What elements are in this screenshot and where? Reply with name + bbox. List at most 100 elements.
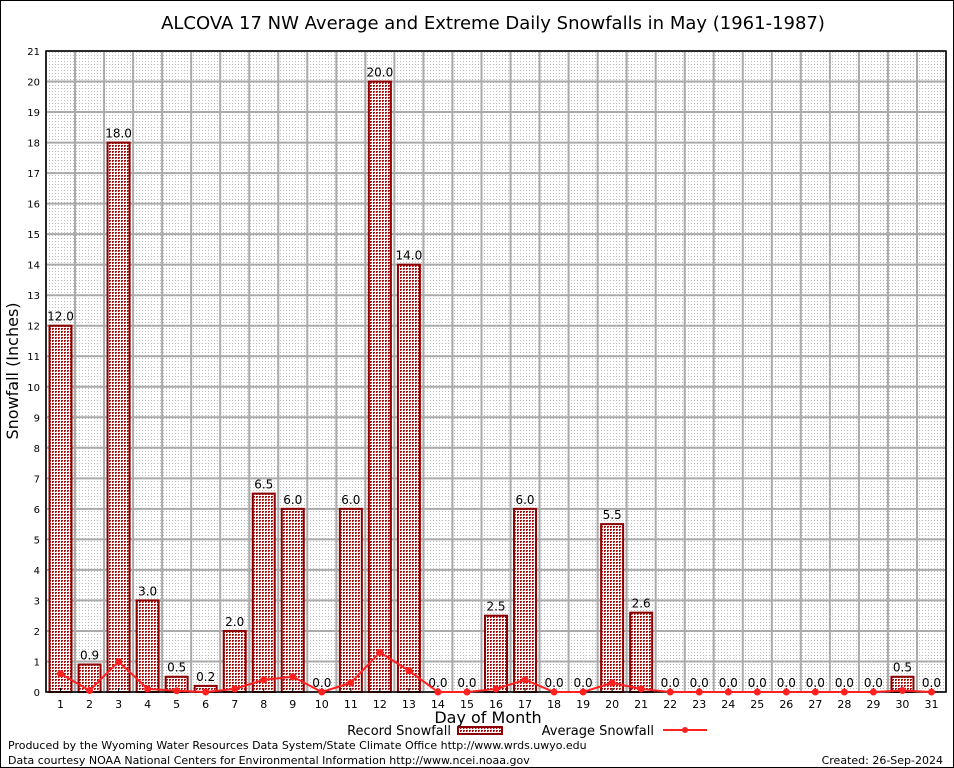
bar-value-label: 2.0 [225,615,244,629]
x-tick-label: 31 [924,698,938,711]
bar-value-label: 3.0 [138,584,157,598]
bar-value-label: 0.0 [574,676,593,690]
bar-value-label: 14.0 [396,249,423,263]
record-bar [222,629,247,694]
x-tick-label: 3 [115,698,122,711]
y-tick-label: 14 [27,261,40,272]
average-point [173,687,181,695]
x-tick-label: 15 [460,698,474,711]
footer-data-source: Data courtesy NOAA National Centers for … [8,754,530,767]
average-point [695,688,703,696]
legend-average-label: Average Snowfall [542,724,654,739]
average-point [869,688,877,696]
y-tick-label: 6 [34,505,40,516]
average-point [463,688,471,696]
x-tick-label: 20 [605,698,619,711]
average-point [405,667,413,675]
record-bar [484,614,508,694]
average-point [347,679,355,687]
bar-value-label: 0.0 [864,676,883,690]
average-point [231,685,239,693]
record-bar [629,611,654,694]
y-tick-label: 7 [34,474,40,485]
average-point [637,685,645,693]
bar-value-label: 0.0 [428,676,447,690]
record-bar [135,599,160,694]
bar-value-label: 6.0 [283,493,302,507]
x-tick-label: 6 [202,698,209,711]
y-tick-label: 11 [27,352,40,363]
average-point [666,688,674,696]
average-point [579,688,587,696]
average-point [318,688,326,696]
average-point [289,673,297,681]
record-bar [396,263,421,693]
legend: Record Snowfall Average Snowfall [347,724,707,739]
bar-value-label: 0.0 [661,676,680,690]
x-tick-label: 2 [86,698,93,711]
footer-producer: Produced by the Wyoming Water Resources … [8,739,587,752]
x-tick-label: 16 [489,698,503,711]
y-tick-label: 20 [27,78,40,89]
x-tick-label: 12 [373,698,387,711]
bar-value-label: 0.5 [167,661,186,675]
x-tick-label: 1 [57,698,64,711]
y-tick-label: 4 [34,566,40,577]
bar-value-label: 6.5 [254,478,273,492]
footer-created: Created: 26-Sep-2024 [821,754,943,767]
x-tick-label: 13 [402,698,416,711]
bar-value-label: 0.0 [690,676,709,690]
bar-value-label: 0.0 [922,676,941,690]
x-tick-label: 21 [634,698,648,711]
x-tick-label: 27 [808,698,822,711]
x-tick-label: 10 [315,698,329,711]
average-point [521,676,529,684]
record-bar [48,324,73,693]
y-tick-label: 12 [27,322,40,333]
bar-value-label: 0.0 [719,676,738,690]
average-point [86,686,94,694]
record-bar [280,507,305,693]
x-tick-label: 5 [173,698,180,711]
record-bar [367,80,392,694]
x-tick-label: 9 [289,698,296,711]
legend-record-swatch [457,726,503,735]
bar-value-label: 0.0 [457,676,476,690]
y-axis-label: Snowfall (Inches) [3,302,22,439]
x-tick-label: 8 [260,698,267,711]
x-tick-label: 4 [144,698,151,711]
y-tick-label: 21 [27,47,40,58]
average-point [550,688,558,696]
record-bar [338,507,363,693]
bar-value-label: 0.0 [312,676,331,690]
average-point [202,688,210,696]
average-point [57,670,65,678]
bar-value-label: 2.5 [486,600,505,614]
average-point [840,688,848,696]
bar-value-label: 2.6 [632,597,651,611]
bar-value-label: 0.0 [748,676,767,690]
x-tick-label: 7 [231,698,238,711]
record-bar [106,141,131,694]
record-bar [600,523,625,693]
y-tick-label: 16 [27,200,40,211]
record-bar [513,507,538,693]
y-tick-label: 15 [27,230,40,241]
bar-value-label: 6.0 [515,493,534,507]
average-point [376,648,384,656]
x-tick-label: 11 [344,698,358,711]
bar-value-label: 18.0 [105,127,132,141]
x-tick-label: 28 [837,698,851,711]
bar-value-label: 0.2 [196,670,215,684]
average-point [260,676,268,684]
plot-background [46,51,946,692]
y-tick-label: 0 [34,688,40,699]
x-tick-label: 14 [431,698,445,711]
average-point [115,657,123,665]
x-tick-label: 30 [895,698,909,711]
bar-value-label: 0.0 [806,676,825,690]
average-point [811,688,819,696]
average-point [724,688,732,696]
average-point [608,679,616,687]
